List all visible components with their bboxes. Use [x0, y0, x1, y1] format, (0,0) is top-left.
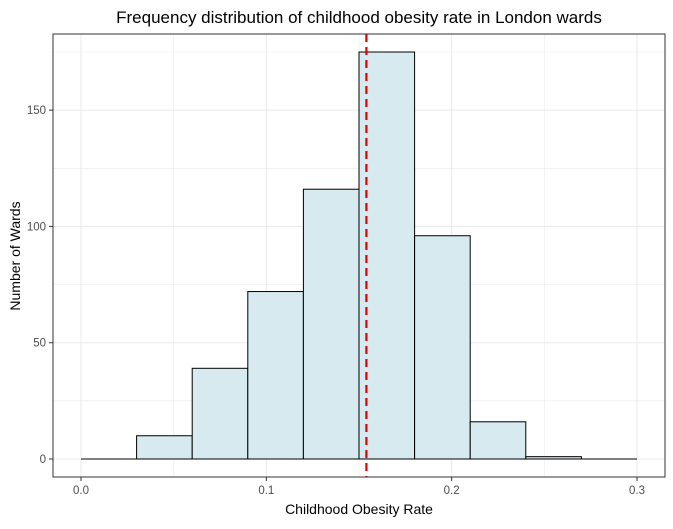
x-tick-label: 0.0 [73, 485, 89, 497]
histogram-bar [469, 421, 527, 460]
histogram-bar [136, 435, 193, 460]
y-axis-title: Number of Wards [7, 201, 23, 310]
bars-layer [81, 51, 637, 460]
histogram-bar [247, 291, 304, 460]
y-tick-label: 100 [27, 221, 46, 233]
panel-border [52, 33, 666, 478]
y-tick-label: 150 [27, 105, 46, 117]
histogram-bar [302, 188, 360, 460]
y-tick-label: 0 [40, 454, 46, 466]
x-tick-label: 0.2 [444, 485, 460, 497]
histogram-bar [414, 235, 471, 460]
histogram-bar [191, 367, 249, 460]
x-tick-label: 0.3 [629, 485, 645, 497]
panel-border-layer [52, 33, 666, 478]
chart-title: Frequency distribution of childhood obes… [116, 8, 602, 27]
histogram-bar [358, 51, 416, 460]
histogram-bar [525, 456, 582, 460]
x-axis-title: Childhood Obesity Rate [285, 501, 433, 517]
x-tick-label: 0.1 [258, 485, 274, 497]
ticks-layer: 0.0 0.1 0.2 0.3 0 50 100 150 [27, 105, 645, 497]
y-tick-label: 50 [33, 338, 46, 350]
